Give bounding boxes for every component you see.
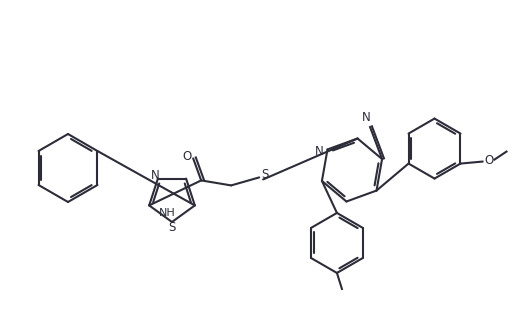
Text: N: N bbox=[315, 145, 324, 158]
Text: O: O bbox=[485, 154, 494, 167]
Text: O: O bbox=[182, 150, 192, 163]
Text: NH: NH bbox=[159, 208, 176, 218]
Text: N: N bbox=[151, 169, 159, 182]
Text: N: N bbox=[362, 110, 370, 124]
Text: S: S bbox=[168, 221, 176, 233]
Text: S: S bbox=[262, 168, 269, 181]
